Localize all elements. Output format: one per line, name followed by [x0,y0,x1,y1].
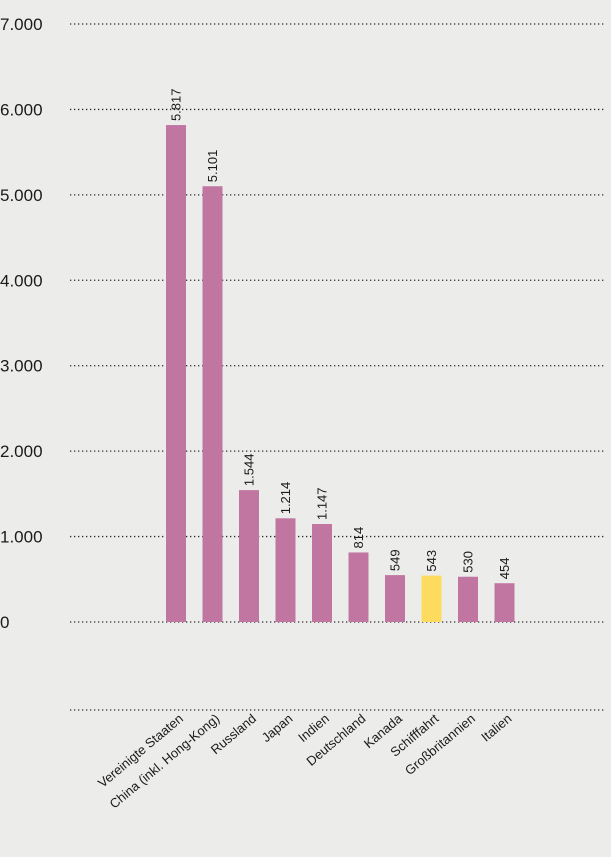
y-tick-label: 0 [0,613,9,632]
x-tick-label: Italien [478,711,514,745]
bar [239,490,259,622]
y-tick-label: 2.000 [0,442,43,461]
y-tick-label: 1.000 [0,528,43,547]
bar [348,552,369,622]
y-tick-label: 5.000 [0,186,43,205]
data-label: 1.147 [315,487,330,520]
data-label: 814 [351,527,366,549]
y-tick-label: 3.000 [0,357,43,376]
bar [494,583,515,622]
bar [275,518,296,622]
data-label: 530 [461,551,476,573]
bar [385,575,405,622]
data-label: 454 [497,558,512,580]
data-label: 1.544 [242,454,257,487]
y-tick-label: 4.000 [0,271,43,290]
bar [421,575,442,622]
x-tick-label: Japan [259,711,296,745]
data-label: 5.817 [169,89,184,122]
data-label: 5.101 [205,150,220,183]
data-label: 549 [388,549,403,571]
bar [312,524,332,622]
bar [202,186,223,622]
y-tick-label: 7.000 [0,15,43,34]
bar [166,125,186,622]
y-tick-label: 6.000 [0,100,43,119]
data-label: 1.214 [278,482,293,515]
data-label: 543 [424,550,439,572]
bar [458,576,478,622]
